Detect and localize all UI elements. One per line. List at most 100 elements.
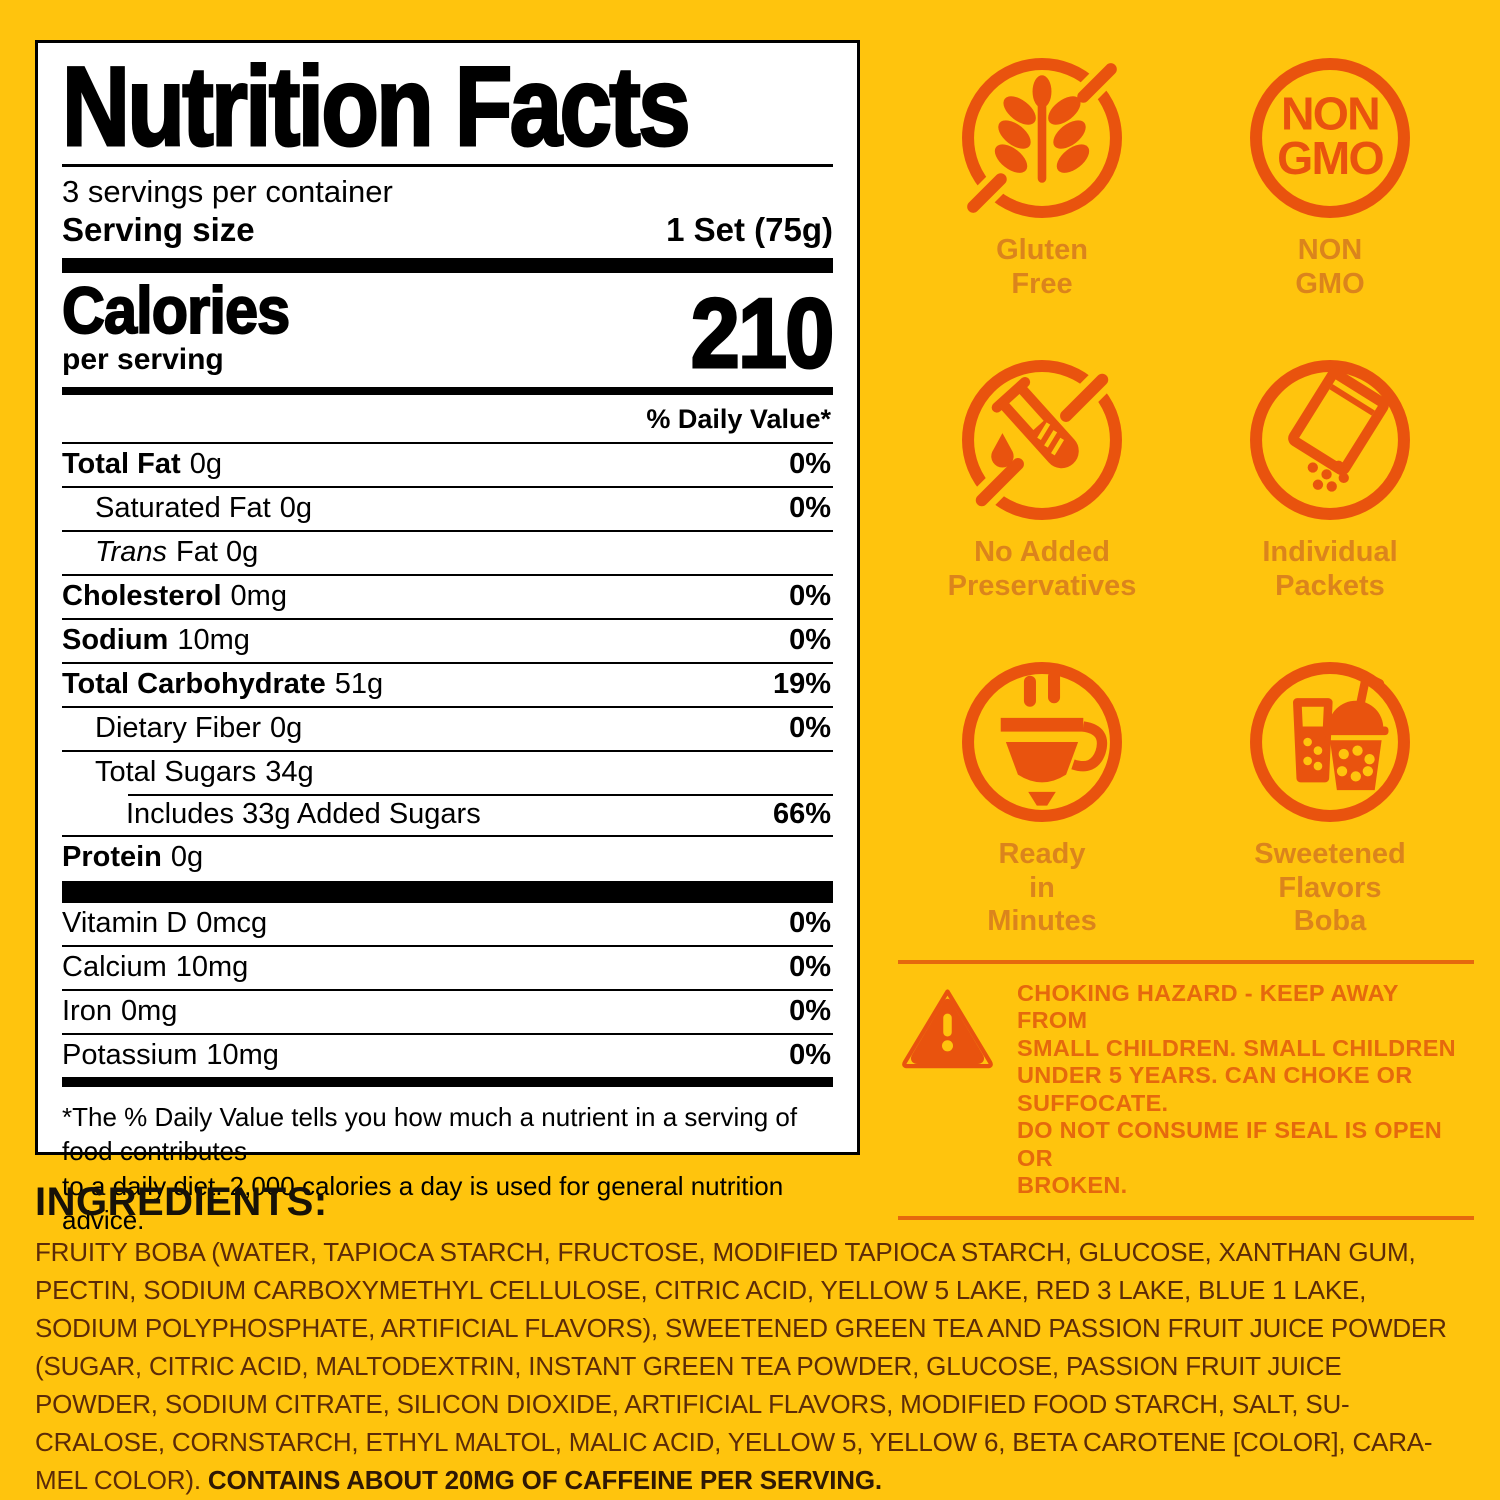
ingredients-line: (SUGAR, CITRIC ACID, MALTODEXTRIN, INSTA… <box>35 1351 1342 1381</box>
nutrient-row-dietary-fiber: Dietary Fiber 0g 0% <box>62 705 833 750</box>
small-divider-bar <box>62 1076 833 1087</box>
nutrient-row-cholesterol: Cholesterol 0mg 0% <box>62 574 833 618</box>
nutrient-name: Total Sugars <box>95 755 257 788</box>
ready-in-minutes-icon <box>962 662 1122 822</box>
badge-non-gmo: NON GMO NON GMO <box>1244 52 1416 354</box>
vitamin-row-iron: Iron 0mg 0% <box>62 989 833 1033</box>
calories-subtitle: per serving <box>62 342 224 376</box>
calories-row: Calories per serving 210 <box>61 273 836 389</box>
badge-sweetened-flavors-boba: Sweetened Flavors Boba <box>1244 656 1416 958</box>
badge-label: Gluten Free <box>996 234 1088 300</box>
thick-divider-bar <box>62 881 833 904</box>
serving-size-value: 1 Set (75g) <box>666 211 833 249</box>
warning-text: CHOKING HAZARD - KEEP AWAY FROM SMALL CH… <box>1017 980 1456 1199</box>
vitamin-amount: 10mg <box>206 1039 279 1072</box>
badge-gluten-free: Gluten Free <box>956 52 1128 354</box>
nutrient-dv: 0% <box>789 711 831 744</box>
nutrient-name: Cholesterol <box>62 580 222 613</box>
nutrient-name: Sodium <box>62 624 169 657</box>
title-divider <box>62 163 833 167</box>
nutrient-dv: 0% <box>789 492 831 525</box>
vitamin-row-potassium: Potassium 10mg 0% <box>62 1033 833 1077</box>
non-gmo-text-line2: GMO <box>1277 132 1383 184</box>
nutrient-row-total-sugars: Total Sugars 34g <box>62 749 833 796</box>
vitamin-name: Iron <box>62 995 112 1028</box>
nutrition-facts-panel: Nutrition Facts 3 servings per container… <box>35 40 860 1235</box>
vitamin-amount: 0mcg <box>196 907 268 940</box>
caffeine-note: CONTAINS ABOUT 20MG OF CAFFEINE PER SERV… <box>207 1465 882 1495</box>
nutrient-amount: 10mg <box>177 624 250 657</box>
nutrient-dv: 66% <box>772 797 831 830</box>
ingredients-line: PECTIN, SODIUM CARBOXYMETHYL CELLULOSE, … <box>35 1275 1367 1305</box>
vitamin-name: Potassium <box>62 1039 198 1072</box>
no-added-preservatives-icon <box>962 360 1122 520</box>
badge-label: Sweetened Flavors Boba <box>1254 838 1406 938</box>
badge-individual-packets: Individual Packets <box>1244 354 1416 656</box>
nutrient-amount: 34g <box>265 755 314 788</box>
nutrient-dv: 19% <box>772 667 831 700</box>
ingredients-line-end: MEL COLOR). <box>35 1465 208 1495</box>
ingredients-line: CRALOSE, CORNSTARCH, ETHYL MALTOL, MALIC… <box>35 1427 1433 1457</box>
nutrient-row-total-fat: Total Fat 0g 0% <box>62 442 833 486</box>
vitamin-dv: 0% <box>789 1039 831 1072</box>
nutrient-name: Saturated Fat <box>95 492 271 525</box>
nutrient-row-sodium: Sodium 10mg 0% <box>62 618 833 662</box>
calories-value: 210 <box>690 278 836 389</box>
nutrient-dv: 0% <box>789 580 831 613</box>
feature-badges: Gluten Free NON GMO NON GMO <box>898 52 1474 958</box>
badge-label: No Added Preservatives <box>947 536 1137 602</box>
calories-label: Calories <box>61 273 291 348</box>
serving-size-row: Serving size 1 Set (75g) <box>62 211 833 249</box>
individual-packets-icon <box>1250 360 1410 520</box>
non-gmo-icon: NON GMO <box>1250 58 1410 218</box>
choking-hazard-warning: CHOKING HAZARD - KEEP AWAY FROM SMALL CH… <box>898 960 1474 1220</box>
badge-no-added-preservatives: No Added Preservatives <box>947 354 1137 656</box>
badge-label: Ready in Minutes <box>987 838 1097 938</box>
nutrient-row-added-sugars: Includes 33g Added Sugars 66% <box>62 794 833 836</box>
vitamin-amount: 10mg <box>175 951 249 984</box>
daily-value-footnote: *The % Daily Value tells you how much a … <box>62 1101 798 1235</box>
nutrient-row-total-carbohydrate: Total Carbohydrate 51g 19% <box>62 661 833 706</box>
badge-label: Individual Packets <box>1262 536 1398 602</box>
ingredients-line: POWDER, SODIUM CITRATE, SILICON DIOXIDE,… <box>35 1389 1350 1419</box>
vitamin-name: Calcium <box>62 951 167 984</box>
vitamin-name: Vitamin D <box>62 907 188 940</box>
servings-per-container: 3 servings per container <box>62 173 393 209</box>
vitamin-dv: 0% <box>789 951 831 984</box>
badge-ready-in-minutes: Ready in Minutes <box>956 656 1128 958</box>
nutrient-name: Trans <box>95 536 167 569</box>
nutrient-amount: 0g <box>279 492 312 525</box>
nutrient-name: Total Fat <box>62 448 181 481</box>
nutrient-row-trans-fat: Trans Fat 0g <box>62 530 833 574</box>
nutrient-name: Total Carbohydrate <box>62 667 326 700</box>
nutrient-amount: 0g <box>170 841 204 874</box>
serving-size-label: Serving size <box>62 211 255 249</box>
nutrient-row-protein: Protein 0g <box>62 835 833 879</box>
nutrient-name: Protein <box>62 841 162 874</box>
nutrient-amount: 51g <box>334 667 384 700</box>
sweetened-flavors-boba-icon <box>1250 662 1410 822</box>
gluten-free-icon <box>962 58 1122 218</box>
ingredients-line: SODIUM POLYPHOSPHATE, ARTIFICIAL FLAVORS… <box>35 1313 1447 1343</box>
calories-label-block: Calories per serving <box>61 273 314 376</box>
nutrient-row-saturated-fat: Saturated Fat 0g 0% <box>62 486 833 530</box>
vitamin-dv: 0% <box>789 907 831 940</box>
nutrient-amount: 0mg <box>230 580 287 613</box>
ingredients-line: FRUITY BOBA (WATER, TAPIOCA STARCH, FRUC… <box>35 1237 1416 1267</box>
nutrient-amount: 0g <box>270 711 303 744</box>
nutrient-name: Dietary Fiber <box>95 711 261 744</box>
warning-triangle-icon <box>902 989 993 1069</box>
vitamin-dv: 0% <box>789 995 831 1028</box>
nutrient-dv: 0% <box>789 624 831 657</box>
non-gmo-text-line1: NON <box>1281 87 1379 139</box>
nutrient-amount: 0g <box>189 448 222 481</box>
ingredients-last-line: MEL COLOR). CONTAINS ABOUT 20MG OF CAFFE… <box>35 1461 1475 1499</box>
daily-value-header: % Daily Value* <box>646 404 831 435</box>
vitamin-amount: 0mg <box>120 995 178 1028</box>
thick-divider-bar <box>62 258 833 274</box>
ingredients-section: INGREDIENTS: FRUITY BOBA (WATER, TAPIOCA… <box>35 1180 1475 1499</box>
nutrient-amount: Fat 0g <box>175 536 259 569</box>
medium-divider-bar <box>62 387 833 396</box>
nutrient-name: Includes 33g Added Sugars <box>126 797 481 830</box>
vitamin-row-vitamin-d: Vitamin D 0mcg 0% <box>62 903 833 945</box>
